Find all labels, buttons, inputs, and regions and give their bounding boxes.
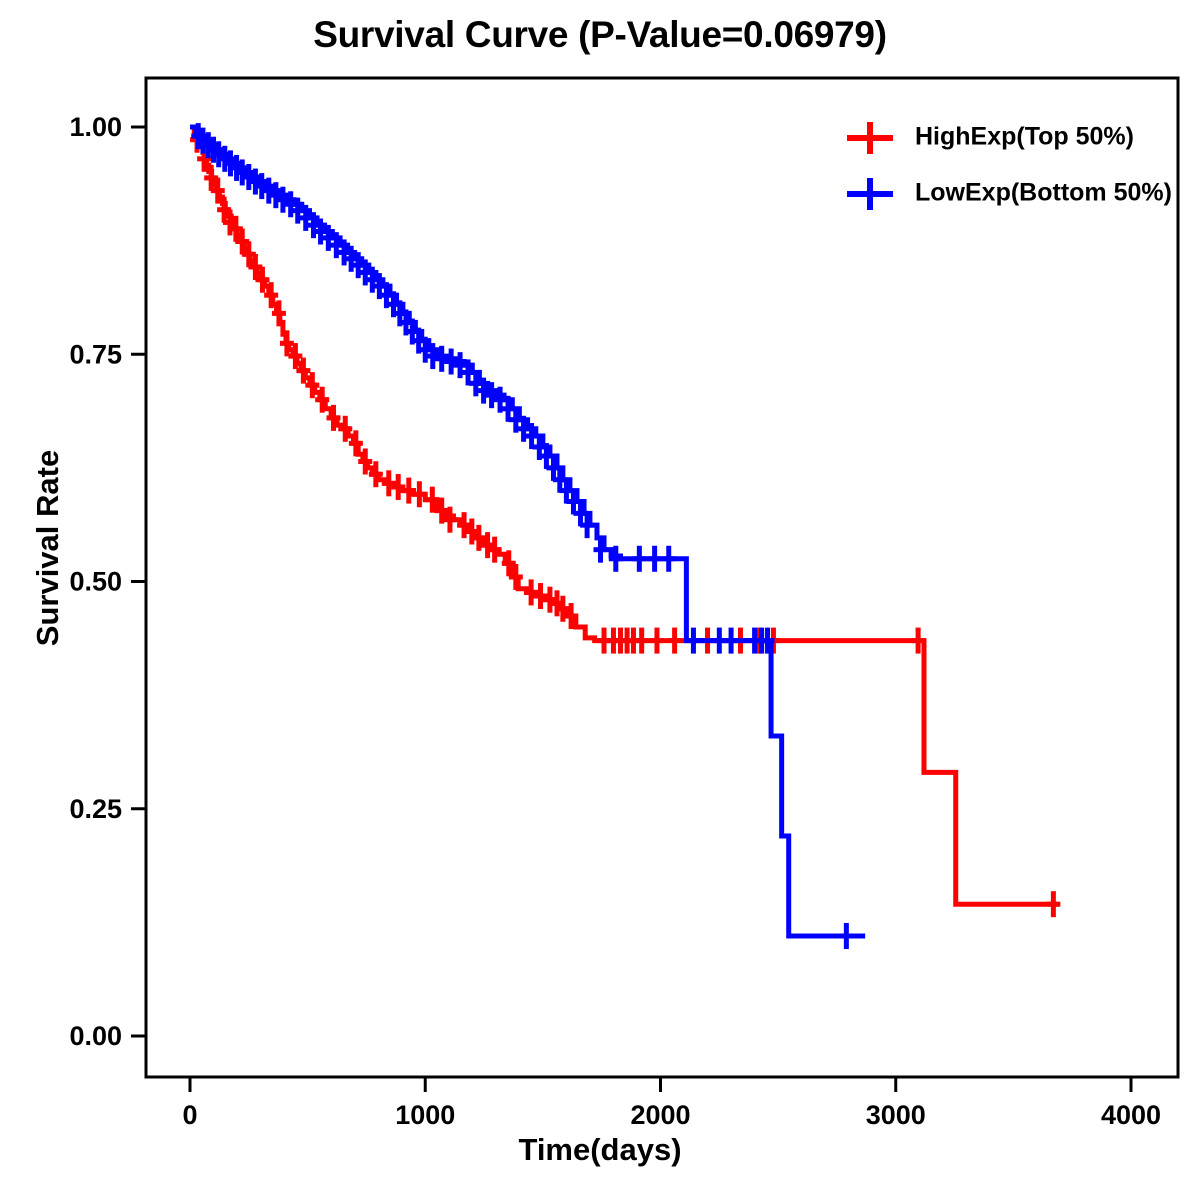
step-line	[190, 124, 866, 939]
y-tick-label: 0.50	[69, 567, 122, 597]
page-title: Survival Curve (P-Value=0.06979)	[313, 14, 887, 55]
legend-item-lowexp[interactable]: LowExp(Bottom 50%)	[847, 178, 1172, 210]
x-axis-label: Time(days)	[518, 1132, 682, 1167]
series-lowexp-bottom-50	[190, 123, 866, 950]
x-tick-label: 4000	[1101, 1100, 1161, 1130]
plot-frame	[144, 76, 1180, 1079]
y-tick-label: 0.25	[69, 794, 122, 824]
series-highexp-top-50	[190, 124, 1061, 918]
chart-legend: HighExp(Top 50%) LowExp(Bottom 50%)	[847, 122, 1172, 210]
x-axis-ticks: 0 1000 2000 3000 4000	[182, 1077, 1161, 1130]
legend-label: LowExp(Bottom 50%)	[915, 179, 1172, 207]
series-layer	[190, 123, 1061, 950]
x-tick-label: 0	[182, 1100, 197, 1130]
y-tick-label: 0.75	[69, 339, 122, 369]
legend-label: HighExp(Top 50%)	[915, 123, 1134, 151]
x-tick-label: 2000	[630, 1100, 690, 1130]
y-tick-label: 1.00	[69, 112, 122, 142]
x-tick-label: 1000	[395, 1100, 455, 1130]
legend-item-highexp[interactable]: HighExp(Top 50%)	[847, 122, 1134, 154]
x-tick-label: 3000	[866, 1100, 926, 1130]
y-tick-label: 0.00	[69, 1021, 122, 1051]
y-axis-ticks: 0.00 0.25 0.50 0.75 1.00	[69, 112, 146, 1051]
